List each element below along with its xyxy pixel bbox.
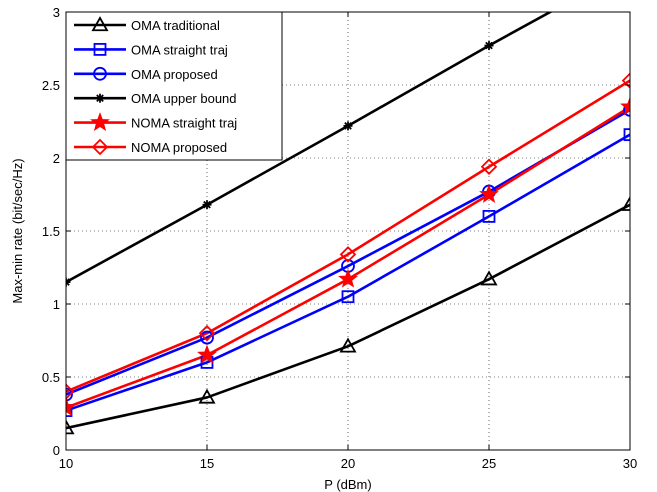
legend-marker bbox=[91, 16, 109, 32]
data-point bbox=[198, 388, 216, 404]
asterisk-stroke bbox=[344, 122, 352, 130]
series-line bbox=[66, 203, 630, 430]
data-point bbox=[623, 102, 630, 117]
legend-label: NOMA straight traj bbox=[131, 116, 237, 131]
asterisk-stroke bbox=[485, 41, 493, 50]
data-point bbox=[621, 195, 630, 211]
data-point bbox=[66, 404, 73, 417]
y-tick-label: 3 bbox=[53, 5, 60, 20]
y-tick-label: 2.5 bbox=[42, 78, 60, 93]
legend-label: OMA straight traj bbox=[131, 42, 228, 57]
y-tick-labels: 0 0.5 1 1.5 2 2.5 3 bbox=[42, 5, 60, 458]
x-tick-label: 30 bbox=[623, 456, 637, 471]
x-tick-label: 15 bbox=[200, 456, 214, 471]
legend: OMA traditional OMA straight traj OMA prop… bbox=[65, 11, 283, 161]
data-point bbox=[620, 96, 630, 116]
data-point bbox=[202, 200, 212, 210]
data-point bbox=[341, 290, 355, 304]
data-point bbox=[66, 383, 75, 400]
asterisk-stroke bbox=[96, 94, 104, 103]
data-point bbox=[621, 72, 630, 89]
data-point bbox=[480, 158, 498, 176]
legend-marker bbox=[95, 93, 105, 103]
legend-label: OMA proposed bbox=[131, 67, 218, 82]
legend-marker bbox=[91, 138, 109, 156]
data-point bbox=[482, 209, 496, 223]
legend-marker bbox=[93, 43, 107, 56]
y-axis-label: Max-min rate (bit/sec/Hz) bbox=[10, 158, 25, 303]
data-point bbox=[479, 184, 499, 203]
data-point bbox=[66, 397, 76, 417]
data-point bbox=[484, 41, 494, 51]
data-point bbox=[66, 419, 75, 435]
legend-marker bbox=[90, 112, 110, 132]
x-tick-labels: 10 15 20 25 30 bbox=[59, 456, 637, 471]
series-line bbox=[66, 133, 630, 412]
data-point bbox=[197, 344, 217, 364]
legend-label: OMA traditional bbox=[131, 18, 220, 33]
legend-label: OMA upper bound bbox=[131, 91, 237, 106]
x-axis-label: P (dBm) bbox=[324, 477, 371, 492]
y-tick-label: 1.5 bbox=[42, 224, 60, 239]
x-tick-label: 10 bbox=[59, 456, 73, 471]
x-tick-label: 25 bbox=[482, 456, 496, 471]
legend-label: NOMA proposed bbox=[131, 140, 227, 155]
data-point bbox=[338, 268, 358, 288]
series-line bbox=[66, 79, 630, 393]
x-tick-label: 20 bbox=[341, 456, 355, 471]
data-point bbox=[480, 270, 498, 286]
data-point bbox=[343, 121, 353, 131]
y-tick-label: 0 bbox=[53, 443, 60, 458]
legend-marker bbox=[93, 66, 107, 81]
data-point bbox=[66, 387, 73, 402]
y-tick-label: 0.5 bbox=[42, 370, 60, 385]
data-point bbox=[339, 246, 357, 263]
asterisk-stroke bbox=[203, 200, 211, 209]
y-tick-label: 2 bbox=[53, 151, 60, 166]
data-point bbox=[200, 330, 214, 345]
data-point bbox=[198, 324, 216, 342]
data-point bbox=[623, 128, 630, 142]
legend-box bbox=[65, 11, 283, 161]
y-tick-label: 1 bbox=[53, 297, 60, 312]
series-markers bbox=[66, 41, 630, 435]
data-point bbox=[339, 337, 357, 353]
